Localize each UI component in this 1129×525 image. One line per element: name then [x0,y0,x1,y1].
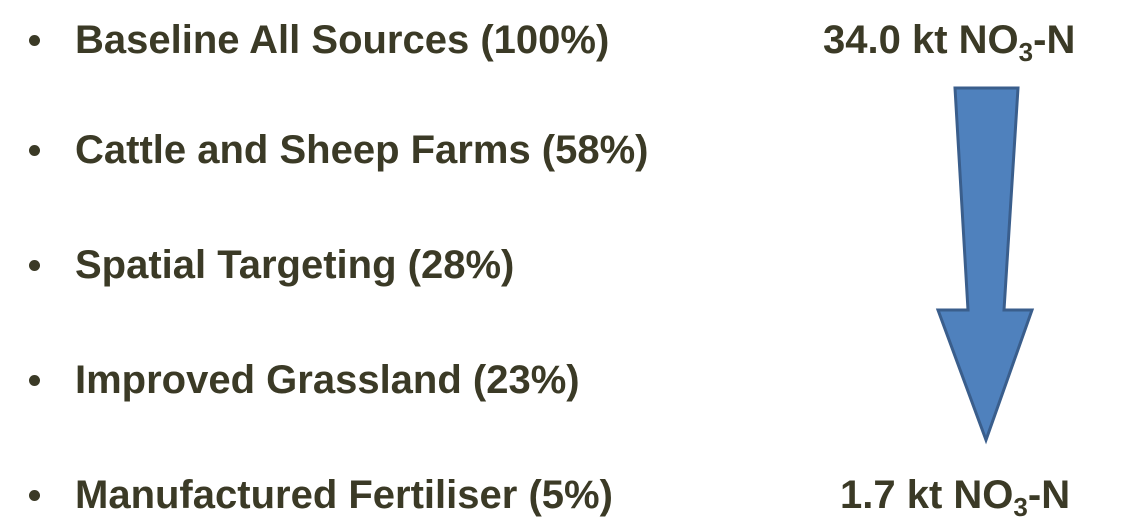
item-text: Spatial Targeting (28%) [75,242,515,287]
bullet [29,34,40,46]
label-suffix: -N [1033,18,1076,62]
label-subscript: 3 [1013,492,1028,522]
top-label: 34.0 kt NO3-N [823,10,1075,70]
bottom-label: 1.7 kt NO3-N [840,465,1070,525]
bullet [29,144,40,156]
bullet-item: Spatial Targeting (28%) [0,235,514,295]
bullet-item: Cattle and Sheep Farms (58%) [0,120,649,180]
bullet-item: Manufactured Fertiliser (5%) [0,465,613,525]
item-text: Cattle and Sheep Farms (58%) [75,127,649,172]
bullet-item: Improved Grassland (23%) [0,350,580,410]
down-arrow [935,86,1035,445]
item-text: Improved Grassland (23%) [75,357,580,402]
bullet [29,259,40,271]
label-suffix: -N [1027,473,1071,517]
bullet [29,374,40,386]
label-text: 34.0 kt NO [823,18,1019,62]
bullet-item: Baseline All Sources (100%) [0,10,609,70]
label-subscript: 3 [1018,37,1034,67]
item-text: Manufactured Fertiliser (5%) [75,472,613,517]
bullet [29,489,40,501]
item-text: Baseline All Sources (100%) [75,17,610,62]
label-text: 1.7 kt NO [840,473,1014,517]
